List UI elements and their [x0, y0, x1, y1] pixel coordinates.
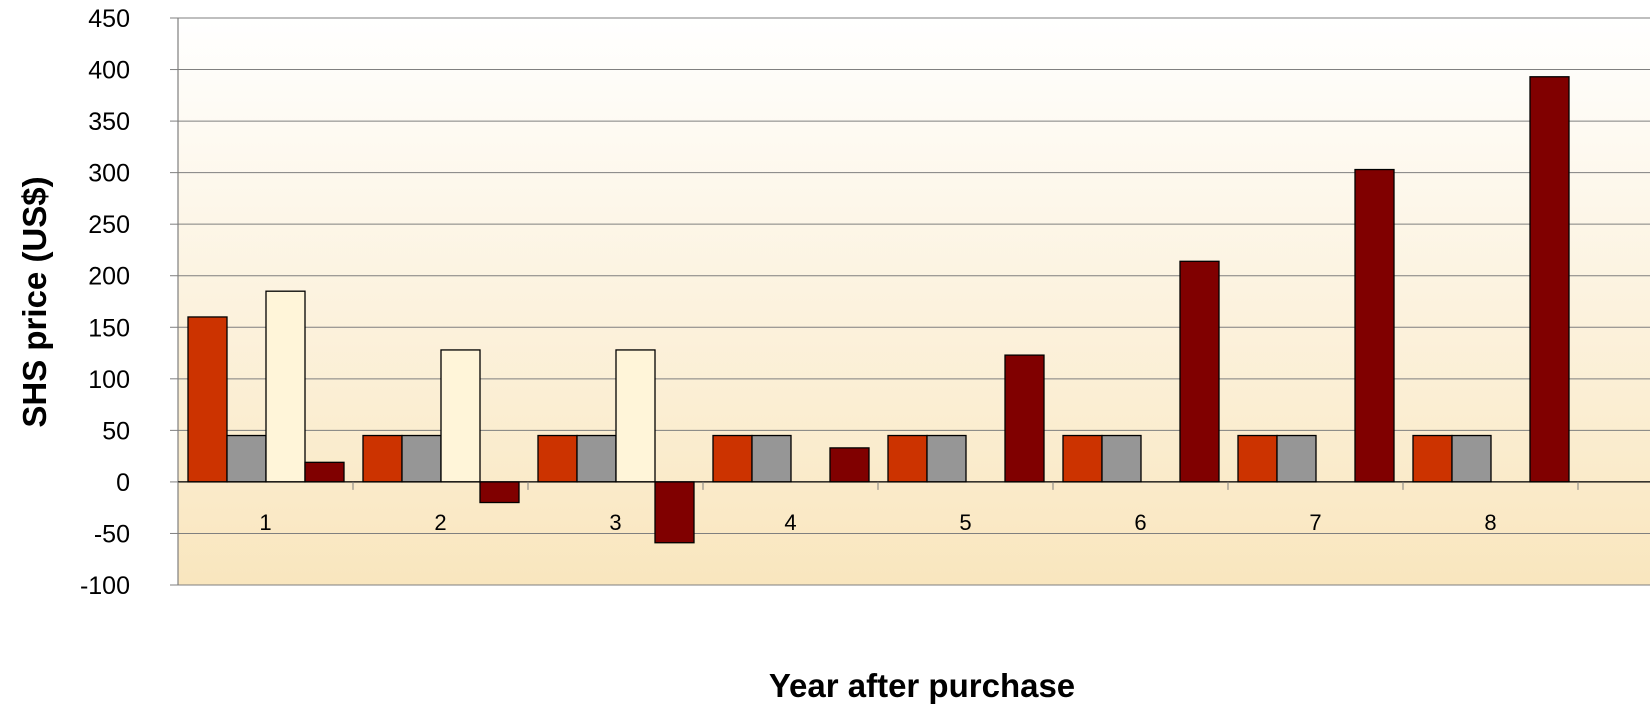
- bar-s2-5: [926, 434, 967, 483]
- bar-s1-5: [887, 434, 928, 483]
- bar-s2-1: [226, 434, 267, 483]
- x-category-label: 2: [434, 510, 446, 535]
- y-axis-title: SHS price (US$): [16, 176, 53, 427]
- x-category-label: 3: [609, 510, 621, 535]
- y-tick-label: 450: [88, 5, 130, 33]
- bar-s4-7: [1354, 168, 1395, 483]
- bar-s2-6: [1101, 434, 1142, 483]
- x-category-label: 6: [1134, 510, 1146, 535]
- y-tick-label: 250: [88, 211, 130, 239]
- y-tick-labels: -100 -50 0 50 100 150 200 250 300 350 400 450: [80, 5, 130, 600]
- bar-s4-2: [479, 481, 520, 504]
- x-category-label: 5: [959, 510, 971, 535]
- bar-s2-4: [751, 434, 792, 483]
- y-tick-label: -100: [80, 572, 130, 600]
- y-tick-label: 50: [102, 417, 130, 445]
- y-tick-label: 200: [88, 263, 130, 291]
- bar-s1-8: [1412, 434, 1453, 483]
- bar-s4-4: [829, 447, 870, 483]
- y-tick-label: -50: [94, 520, 130, 548]
- bar-s1-6: [1062, 434, 1103, 483]
- bar-s2-2: [401, 434, 442, 483]
- bar-s3-2: [440, 349, 481, 483]
- bar-s4-5: [1004, 354, 1045, 483]
- bar-s4-3: [654, 481, 695, 544]
- x-category-label: 1: [259, 510, 271, 535]
- bar-s4-1: [304, 461, 345, 483]
- x-category-label: 4: [784, 510, 796, 535]
- bar-s1-3: [537, 434, 578, 483]
- bars: [187, 76, 1570, 544]
- y-tick-label: 150: [88, 314, 130, 342]
- y-tick-label: 350: [88, 108, 130, 136]
- bar-s2-8: [1451, 434, 1492, 483]
- y-tick-label: 0: [116, 469, 130, 497]
- y-tick-label: 100: [88, 366, 130, 394]
- plot-area: [178, 18, 1650, 585]
- bar-s1-2: [362, 434, 403, 483]
- bar-s1-7: [1237, 434, 1278, 483]
- bar-s1-1: [187, 316, 228, 483]
- x-category-label: 8: [1484, 510, 1496, 535]
- bar-s2-7: [1276, 434, 1317, 483]
- y-tick-label: 300: [88, 160, 130, 188]
- bar-s3-1: [265, 290, 306, 483]
- axes: [177, 18, 1650, 585]
- x-axis-title: Year after purchase: [769, 667, 1075, 704]
- bar-s4-8: [1529, 76, 1570, 483]
- bar-s3-3: [615, 349, 656, 483]
- bar-s1-4: [712, 434, 753, 483]
- bar-s2-3: [576, 434, 617, 483]
- bar-s4-6: [1179, 260, 1220, 483]
- y-tick-label: 400: [88, 57, 130, 85]
- x-category-labels: 1 2 3 4 5 6 7 8: [259, 510, 1496, 535]
- x-category-label: 7: [1309, 510, 1321, 535]
